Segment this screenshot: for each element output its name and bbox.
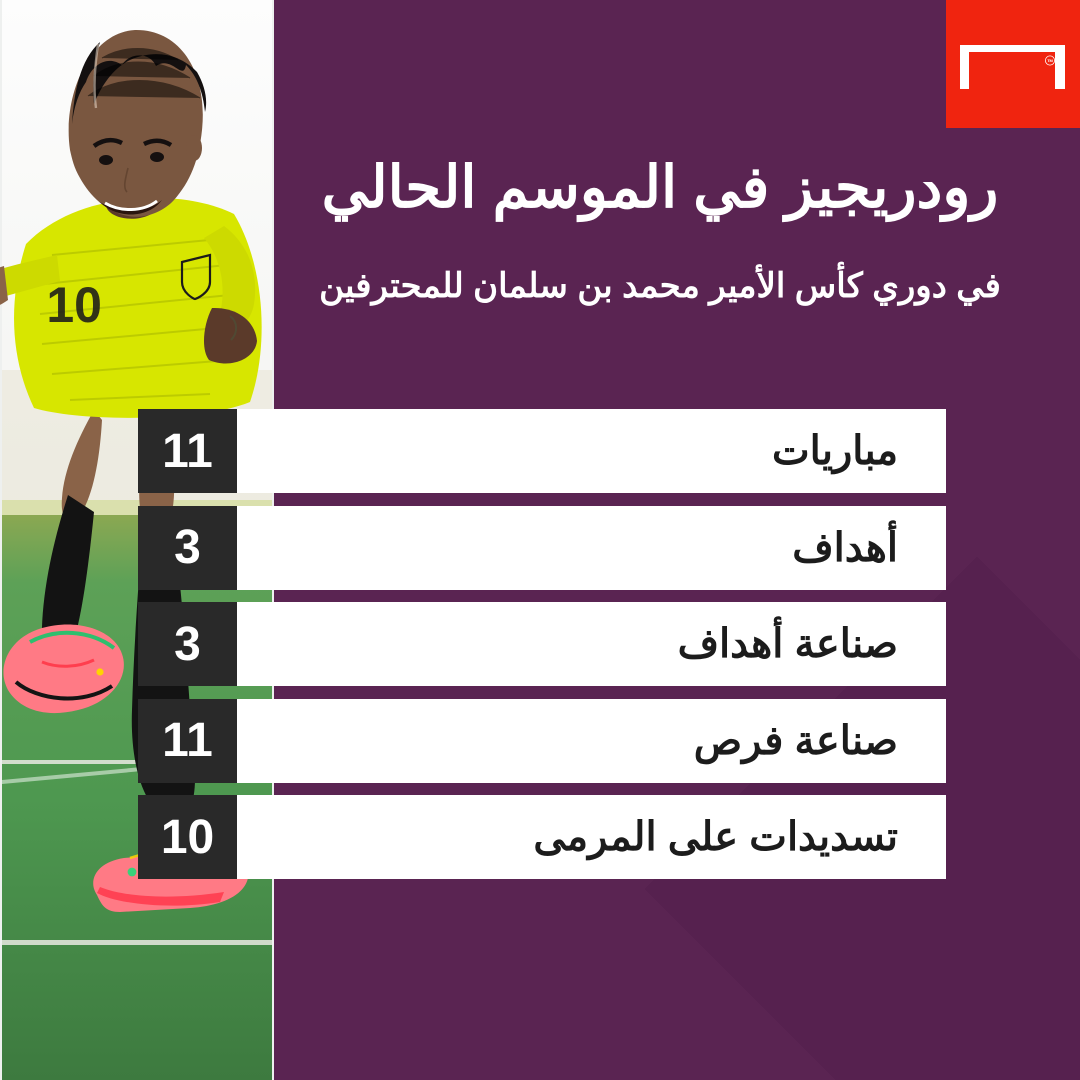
- svg-text:10: 10: [46, 277, 102, 333]
- svg-text:TM: TM: [1047, 58, 1053, 63]
